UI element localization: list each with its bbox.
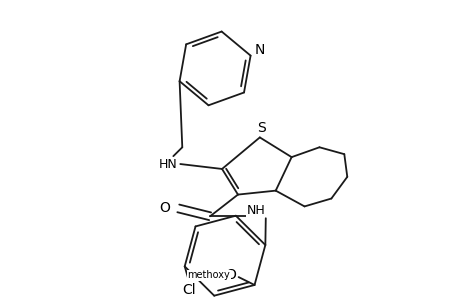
Text: O: O — [225, 268, 235, 282]
Text: NH: NH — [246, 204, 265, 217]
Text: N: N — [254, 43, 264, 57]
Text: Cl: Cl — [181, 283, 195, 297]
Text: O: O — [159, 201, 170, 215]
Text: methoxy: methoxy — [187, 270, 230, 280]
Text: S: S — [257, 122, 266, 135]
Text: HN: HN — [159, 158, 177, 170]
